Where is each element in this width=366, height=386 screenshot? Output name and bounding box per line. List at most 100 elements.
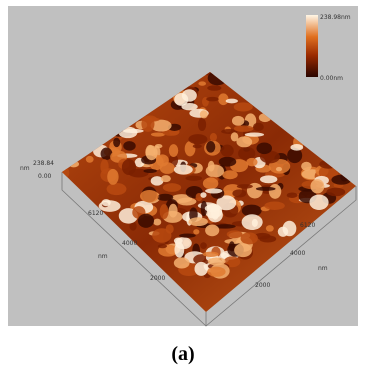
grain <box>234 102 253 111</box>
grain <box>174 165 193 175</box>
grain <box>206 97 218 102</box>
grain <box>242 214 263 230</box>
z-bottom-label: 0.00 <box>38 173 52 180</box>
grain <box>156 154 169 166</box>
grain <box>200 192 206 198</box>
grain <box>234 243 252 257</box>
grain <box>278 227 288 237</box>
colorbar-min: 0.00nm <box>320 75 343 82</box>
grain <box>198 81 206 85</box>
y-tick: 4000 <box>290 250 305 257</box>
grain <box>179 233 196 237</box>
grain <box>260 175 277 183</box>
grain <box>206 141 215 153</box>
grain <box>226 99 238 104</box>
grain <box>138 214 154 228</box>
grain <box>102 199 111 206</box>
grain <box>245 133 264 137</box>
grain <box>206 165 224 178</box>
grain <box>107 169 118 185</box>
grain <box>146 145 158 160</box>
grain <box>234 125 254 132</box>
grain <box>218 93 228 105</box>
grain <box>231 132 239 141</box>
grain <box>326 188 345 197</box>
y-tick: 6120 <box>300 222 315 229</box>
colorbar <box>306 15 318 77</box>
grain <box>174 93 188 106</box>
grain <box>309 195 328 210</box>
grain <box>290 144 303 151</box>
grain <box>193 144 202 148</box>
grain <box>189 217 208 226</box>
grain <box>143 169 156 173</box>
grain <box>200 242 207 249</box>
grain <box>205 205 221 213</box>
grain <box>158 244 167 248</box>
grain <box>144 118 159 122</box>
grain <box>107 183 127 195</box>
grain <box>232 189 246 197</box>
grain <box>266 225 274 232</box>
grain <box>301 162 312 171</box>
grain <box>169 144 178 157</box>
grain <box>123 129 144 133</box>
grain <box>122 159 136 175</box>
grain <box>194 262 207 276</box>
grain <box>229 241 235 251</box>
colorbar-max: 238.98nm <box>320 14 351 21</box>
grain <box>174 242 184 258</box>
grain <box>153 219 161 226</box>
grain <box>152 228 171 243</box>
x-tick: 6120 <box>88 210 103 217</box>
grain <box>222 170 237 179</box>
grain <box>269 184 281 199</box>
grain <box>163 183 181 192</box>
grain <box>208 257 226 265</box>
panel-label: (a) <box>171 343 194 365</box>
grain <box>203 177 218 189</box>
grain <box>157 194 173 201</box>
grain <box>236 136 252 147</box>
grain <box>205 188 222 193</box>
grain <box>219 157 237 167</box>
y-tick: 2000 <box>255 282 270 289</box>
grain <box>205 225 219 237</box>
grain <box>237 184 253 189</box>
grain <box>140 190 159 202</box>
grain <box>221 145 234 157</box>
grain <box>276 167 282 171</box>
x-tick: 4000 <box>122 240 137 247</box>
grain <box>200 110 208 118</box>
grain <box>193 229 199 234</box>
grain <box>203 252 219 257</box>
grain <box>123 141 135 150</box>
grain <box>227 230 243 238</box>
grain <box>174 257 190 268</box>
grain <box>160 204 169 219</box>
grain <box>256 187 276 191</box>
grain <box>310 179 324 193</box>
afm-image: 238.98nm 0.00nm 238.84 nm 0.00 6120 4000… <box>0 0 366 386</box>
grain <box>232 116 244 126</box>
grain <box>246 158 257 166</box>
grain <box>188 134 207 144</box>
grain <box>155 144 163 148</box>
grain <box>207 85 221 90</box>
grain <box>264 202 285 210</box>
z-unit: nm <box>20 165 30 172</box>
figure: 238.98nm 0.00nm 238.84 nm 0.00 6120 4000… <box>0 0 366 386</box>
grain <box>198 118 206 131</box>
grain <box>241 232 258 244</box>
y-unit: nm <box>318 265 328 272</box>
grain <box>113 138 120 147</box>
grain <box>207 267 225 277</box>
z-top-label: 238.84 <box>33 160 54 167</box>
grain <box>177 198 196 206</box>
grain <box>86 156 94 163</box>
grain <box>100 159 108 174</box>
x-unit: nm <box>98 253 108 260</box>
grain <box>253 123 264 131</box>
grain <box>210 133 217 141</box>
grain <box>287 192 298 197</box>
